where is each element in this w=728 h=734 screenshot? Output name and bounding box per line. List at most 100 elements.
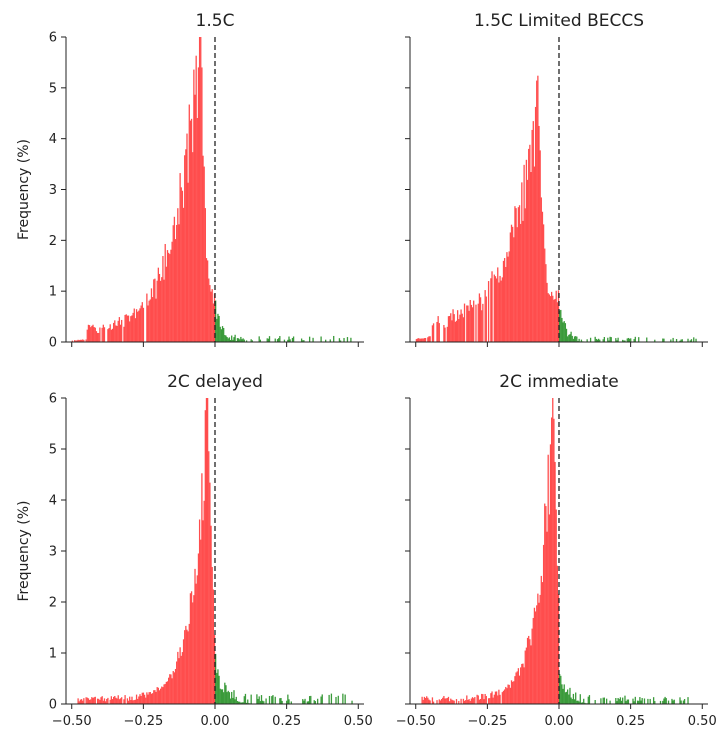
histogram-bar — [515, 208, 517, 342]
y-axis-label: Frequency (%) — [16, 500, 32, 601]
histogram-bar — [540, 197, 542, 342]
histogram-bar — [74, 340, 76, 342]
histogram-bar — [90, 327, 92, 342]
histogram-bar — [470, 304, 473, 342]
histogram-bar — [109, 699, 111, 704]
histogram-bar — [166, 681, 169, 704]
y-tick-label: 1 — [49, 285, 57, 300]
histogram-bar — [163, 684, 165, 704]
histogram-bar — [476, 694, 478, 704]
panel-3: 0 1 2 3 4 5 6 −0.50 −0.25 0.00 0.25 0.50 2C delayed F… — [16, 372, 373, 729]
histogram-bar — [115, 325, 117, 342]
histogram-bar — [492, 697, 494, 704]
histogram-bar — [286, 700, 288, 704]
histogram-bar — [339, 340, 342, 342]
histogram-bar — [134, 318, 137, 342]
histogram-bar — [236, 701, 239, 704]
histogram-bar — [118, 699, 121, 704]
histogram-bar — [126, 315, 129, 342]
histogram-bar — [555, 290, 557, 342]
histogram-bar — [548, 514, 550, 704]
histogram-bar — [279, 698, 281, 704]
histogram-bar — [571, 699, 573, 704]
histogram-bar — [469, 299, 471, 342]
histogram-bar — [276, 339, 279, 342]
histogram-bar — [310, 695, 312, 704]
histogram-bar — [333, 335, 335, 342]
histogram-bar — [94, 327, 96, 342]
histogram-bar — [681, 339, 683, 342]
histogram-bar — [287, 339, 289, 342]
histogram-bar — [615, 698, 617, 704]
histogram-bar — [91, 325, 93, 342]
histogram-bar — [92, 324, 94, 342]
histogram-bar — [351, 700, 353, 704]
histogram-bar — [539, 594, 541, 704]
histogram-bar — [544, 503, 546, 704]
histogram-bar — [172, 671, 174, 704]
histogram-bar — [247, 699, 249, 704]
histogram-bar — [429, 336, 431, 342]
histogram-bar — [465, 700, 467, 704]
histogram-bar — [116, 698, 118, 704]
histogram-bar — [508, 684, 510, 704]
histogram-bar — [243, 696, 245, 704]
histogram-bar — [220, 689, 223, 704]
histogram-bar — [443, 324, 445, 342]
histogram-bar — [503, 258, 506, 342]
panel-title: 1.5C — [196, 11, 235, 31]
histogram-bar — [162, 256, 164, 342]
histogram-bar — [176, 661, 178, 704]
histogram-bar — [602, 339, 604, 342]
histogram-bar — [679, 697, 681, 704]
histogram-bar — [634, 336, 636, 342]
histogram-bar — [498, 282, 500, 342]
histogram-bar — [529, 639, 531, 704]
histogram-bar — [559, 674, 561, 704]
histogram-bar — [306, 701, 308, 704]
histogram-bar — [428, 336, 430, 342]
histogram-bar — [542, 224, 545, 342]
histogram-bar — [156, 687, 158, 704]
histogram-bar — [223, 327, 225, 342]
histogram-bar — [218, 315, 220, 342]
x-tick-label: −0.25 — [123, 714, 163, 729]
x-tick-label: 0.25 — [272, 714, 301, 729]
histogram-bar — [224, 335, 226, 342]
histogram-bar — [549, 296, 552, 342]
histogram-bar — [478, 699, 481, 704]
histogram-bar — [177, 208, 179, 342]
histogram-bar — [187, 631, 189, 704]
histogram-bar — [495, 278, 498, 342]
histogram-bar — [138, 310, 140, 342]
x-tick-label: 0.00 — [201, 714, 230, 729]
histogram-bar — [182, 207, 185, 342]
histogram-bar — [196, 575, 198, 704]
histogram-bar — [95, 331, 98, 342]
histogram-bar — [530, 172, 532, 342]
histogram-bar — [176, 224, 178, 342]
histogram-bar — [228, 692, 231, 704]
histogram-bar — [538, 125, 540, 342]
histogram-bar — [166, 250, 169, 342]
histogram-bar — [617, 337, 619, 342]
histogram-bar — [506, 688, 508, 704]
histogram-bar — [458, 700, 460, 704]
histogram-bar — [636, 700, 639, 704]
histogram-bar — [178, 224, 180, 342]
histogram-bar — [155, 298, 157, 342]
histogram-bar — [127, 700, 130, 704]
histogram-bar — [615, 338, 617, 342]
histogram-bar — [468, 310, 470, 342]
histogram-bar — [625, 701, 627, 704]
histogram-bar — [517, 668, 520, 704]
histogram-bar — [91, 697, 93, 704]
histogram-bar — [583, 698, 585, 704]
histogram-bar — [647, 698, 649, 704]
histogram-bar — [102, 324, 104, 342]
histogram-bar — [140, 305, 142, 342]
histogram-bar — [142, 307, 145, 342]
y-axis-label: Frequency (%) — [16, 139, 32, 240]
histogram-bar — [471, 307, 474, 342]
histogram-bar — [429, 700, 431, 704]
